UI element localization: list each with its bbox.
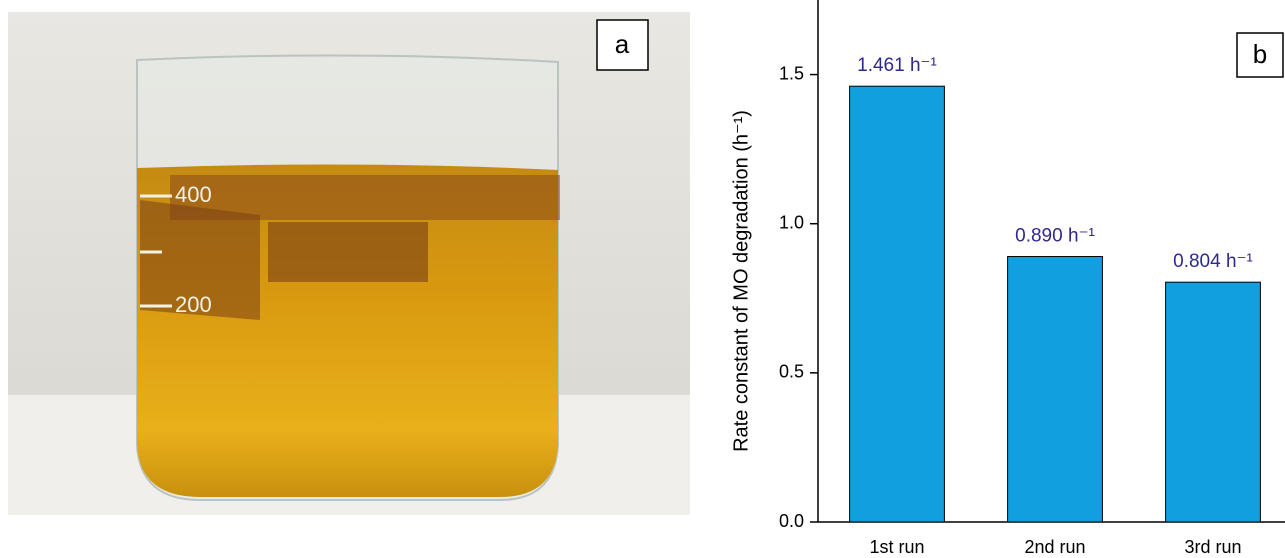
mesh-middle	[268, 222, 428, 282]
y-tick-label: 0.5	[779, 362, 804, 382]
x-tick-label: 1st run	[869, 537, 924, 557]
photo: 400 200 a	[8, 12, 690, 515]
marking-200: 200	[175, 292, 212, 317]
marking-400: 400	[175, 182, 212, 207]
value-label: 0.804 h⁻¹	[1173, 251, 1253, 272]
value-label: 1.461 h⁻¹	[857, 55, 937, 76]
chart: 0.0 0.5 1.0 1.5 Rate constant of MO degradat…	[730, 0, 1285, 557]
y-tick-label: 0.0	[779, 511, 804, 531]
y-axis-label: Rate constant of MO degradation (h⁻¹)	[730, 110, 752, 452]
y-tick-label: 1.0	[779, 212, 804, 232]
x-tick-label: 2nd run	[1024, 537, 1085, 557]
bar	[1008, 257, 1103, 522]
y-tick-label: 1.5	[779, 63, 804, 83]
value-label: 0.890 h⁻¹	[1015, 226, 1095, 247]
panel-label: b	[1253, 39, 1267, 69]
x-tick-label: 3rd run	[1184, 537, 1241, 557]
figure: 400 200 a 0.0 0.5 1.0 1.5 Rate constant of M…	[0, 0, 1285, 558]
panel-label: a	[615, 29, 630, 59]
bar	[850, 86, 945, 522]
bar	[1166, 282, 1261, 522]
